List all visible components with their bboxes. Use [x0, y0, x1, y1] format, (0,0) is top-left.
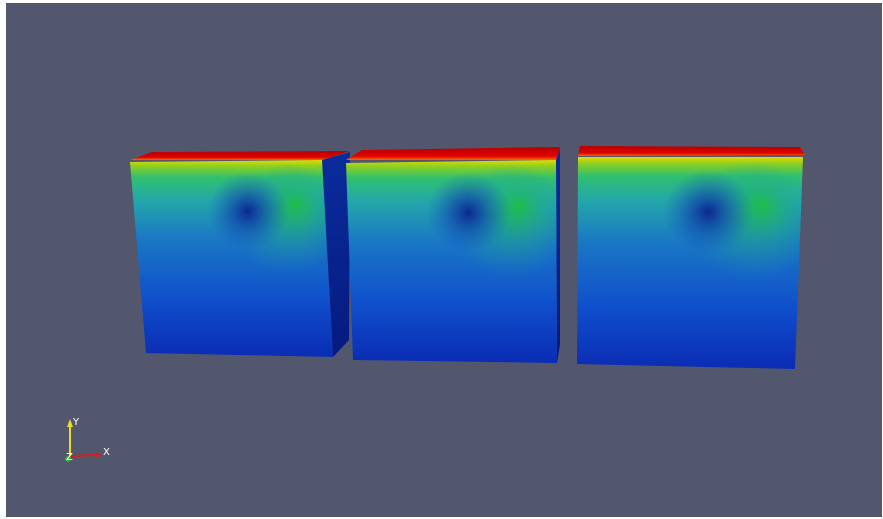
x-axis-label: X — [103, 447, 110, 458]
cube — [346, 147, 560, 363]
y-axis-label: Y — [72, 417, 80, 428]
cube — [577, 146, 805, 369]
z-axis-label: Z — [66, 452, 73, 463]
cube-top — [578, 146, 805, 156]
cube-shading — [346, 160, 557, 363]
cube — [130, 151, 350, 357]
cube-top — [130, 151, 350, 160]
cube-shading — [130, 160, 333, 357]
page: Y X Z (() => { const data = JSON.parse(d… — [0, 0, 883, 519]
render-view: Y X Z — [0, 0, 883, 519]
cube-shading — [577, 157, 803, 369]
x-axis-arrow — [70, 455, 96, 456]
